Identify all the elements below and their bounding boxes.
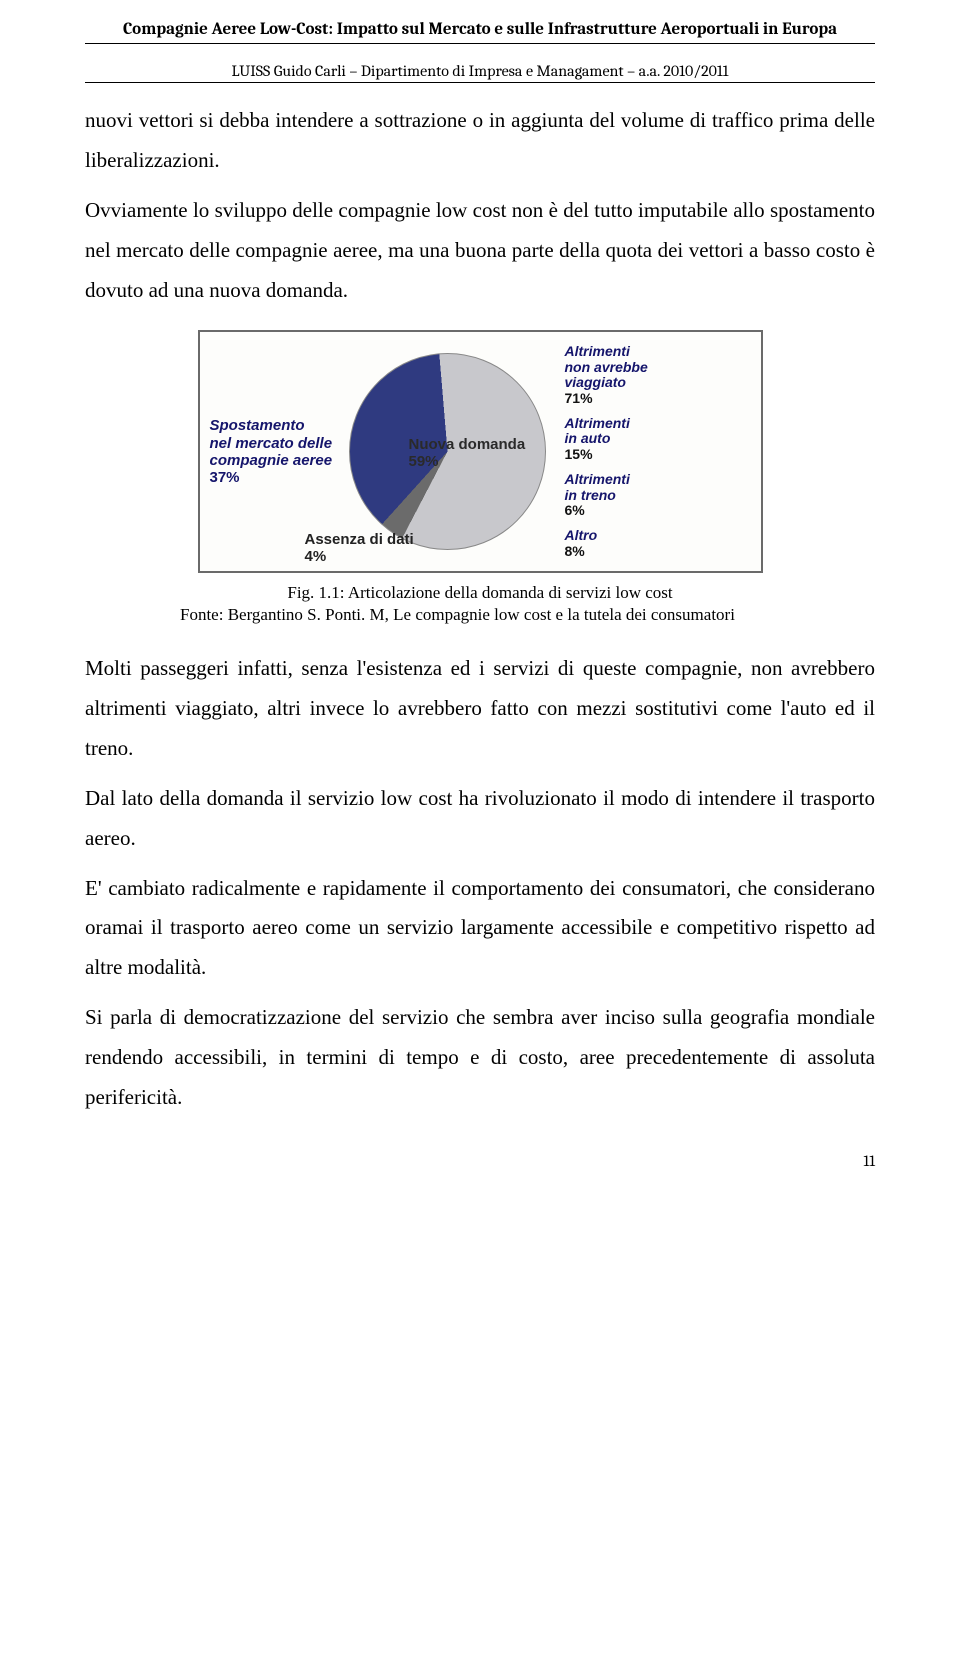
figure-box: Spostamento nel mercato delle compagnie … [198,330,763,573]
header-rule-top [85,43,875,44]
right-label-1-line1: Altrimenti [565,344,747,359]
pie-left-label-line2: nel mercato delle [210,435,333,452]
pie-bottom-label-pct: 4% [305,548,327,565]
right-label-2-pct: 15% [565,446,593,462]
figure-source: Fonte: Bergantino S. Ponti. M, Le compag… [85,605,875,625]
right-label-2: Altrimenti in auto 15% [565,416,747,462]
pie-center-label-text: Nuova domanda [409,436,526,453]
pie-center-label: Nuova domanda 59% [409,437,526,470]
right-label-1-pct: 71% [565,390,593,406]
figure-caption: Fig. 1.1: Articolazione della domanda di… [85,583,875,603]
pie-center-label-pct: 59% [409,453,439,470]
pie-wrap: Nuova domanda 59% [349,353,546,550]
right-label-1: Altrimenti non avrebbe viaggiato 71% [565,344,747,406]
paragraph-6: Si parla di democratizzazione del serviz… [85,998,875,1118]
page-header-sub: LUISS Guido Carli – Dipartimento di Impr… [85,62,875,80]
paragraph-3: Molti passeggeri infatti, senza l'esiste… [85,649,875,769]
pie-left-label-line1: Spostamento [210,417,305,434]
pie-left-label: Spostamento nel mercato delle compagnie … [210,417,340,486]
right-label-4-line1: Altro [565,528,747,543]
page-number: 11 [85,1152,875,1170]
right-label-3: Altrimenti in treno 6% [565,472,747,518]
page-header-title: Compagnie Aeree Low-Cost: Impatto sul Me… [85,20,875,39]
right-label-2-line1: Altrimenti [565,416,747,431]
right-label-2-line2: in auto [565,431,747,446]
right-label-1-line2: non avrebbe [565,360,747,375]
right-label-4-pct: 8% [565,543,585,559]
right-label-3-line2: in treno [565,488,747,503]
right-label-4: Altro 8% [565,528,747,559]
pie-left-label-line3: compagnie aeree [210,452,333,469]
header-rule-bottom [85,82,875,83]
right-label-1-line3: viaggiato [565,375,747,390]
paragraph-1: nuovi vettori si debba intendere a sottr… [85,101,875,181]
pie-column: Nuova domanda 59% [340,353,555,550]
paragraph-2: Ovviamente lo sviluppo delle compagnie l… [85,191,875,311]
pie-bottom-label: Assenza di dati 4% [305,532,414,565]
right-label-3-line1: Altrimenti [565,472,747,487]
paragraph-5: E' cambiato radicalmente e rapidamente i… [85,869,875,989]
paragraph-4: Dal lato della domanda il servizio low c… [85,779,875,859]
pie-left-label-pct: 37% [210,469,240,486]
pie-right-labels: Altrimenti non avrebbe viaggiato 71% Alt… [555,344,751,559]
right-label-3-pct: 6% [565,502,585,518]
figure-1-1: Spostamento nel mercato delle compagnie … [85,330,875,625]
figure-inner: Spostamento nel mercato delle compagnie … [210,344,751,559]
pie-bottom-label-text: Assenza di dati [305,531,414,548]
page: Compagnie Aeree Low-Cost: Impatto sul Me… [0,0,960,1200]
